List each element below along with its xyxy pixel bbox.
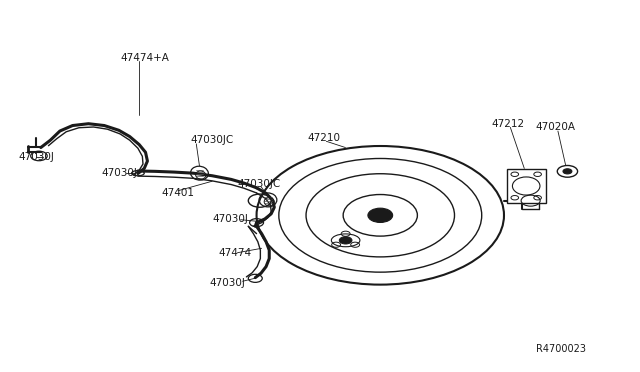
Circle shape	[339, 237, 352, 244]
Text: R4700023: R4700023	[536, 344, 586, 354]
Text: 47030JC: 47030JC	[237, 179, 281, 189]
Text: 47030J: 47030J	[19, 152, 54, 162]
Text: 47030J: 47030J	[212, 214, 248, 224]
Text: 47210: 47210	[307, 134, 340, 143]
Text: 47401: 47401	[161, 188, 195, 198]
Text: 47474: 47474	[218, 248, 252, 258]
Text: 47030J: 47030J	[209, 278, 245, 288]
Text: 47474+A: 47474+A	[120, 53, 169, 63]
Circle shape	[368, 208, 393, 222]
Text: 47212: 47212	[492, 119, 524, 129]
Circle shape	[563, 169, 572, 174]
Bar	[506, 169, 546, 203]
Text: 47030JC: 47030JC	[190, 135, 233, 145]
Text: 47030J: 47030J	[101, 168, 137, 178]
Text: 47020A: 47020A	[536, 122, 576, 132]
